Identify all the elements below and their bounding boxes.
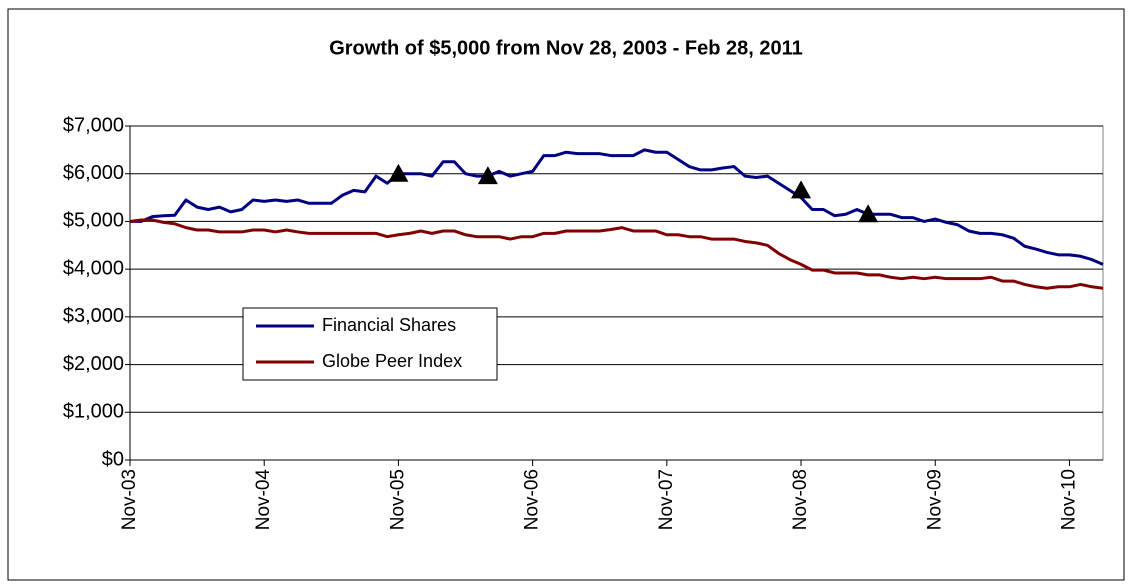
y-tick-label: $5,000 <box>63 210 124 232</box>
x-tick-label: Nov-06 <box>522 469 543 530</box>
x-tick-label: Nov-07 <box>656 469 677 530</box>
y-tick-label: $4,000 <box>63 257 124 279</box>
y-tick-label: $7,000 <box>63 114 124 136</box>
legend-label: Financial Shares <box>322 315 456 335</box>
x-tick-label: Nov-10 <box>1058 469 1079 530</box>
series-line <box>129 218 1104 290</box>
y-tick-label: $2,000 <box>63 353 124 375</box>
triangle-marker <box>791 180 812 199</box>
legend-box <box>242 307 498 381</box>
y-tick-label: $0 <box>102 448 124 470</box>
y-tick-label: $6,000 <box>63 162 124 184</box>
legend-label: Globe Peer Index <box>322 351 462 371</box>
chart-title: Growth of $5,000 from Nov 28, 2003 - Feb… <box>329 37 803 59</box>
triangle-marker <box>477 166 498 185</box>
legend: Financial Shares Globe Peer Index <box>242 307 498 381</box>
x-tick-label: Nov-09 <box>924 469 945 530</box>
x-tick-label: Nov-08 <box>790 469 811 530</box>
x-tick-label: Nov-04 <box>253 469 274 531</box>
x-tick-label: Nov-03 <box>119 469 140 530</box>
triangle-marker <box>388 163 409 182</box>
series-line <box>130 148 1104 266</box>
x-tick-label: Nov-05 <box>387 469 408 530</box>
triangle-marker <box>858 204 879 223</box>
y-tick-label: $3,000 <box>63 305 124 327</box>
plot-area <box>129 125 1104 461</box>
y-tick-label: $1,000 <box>63 401 124 423</box>
